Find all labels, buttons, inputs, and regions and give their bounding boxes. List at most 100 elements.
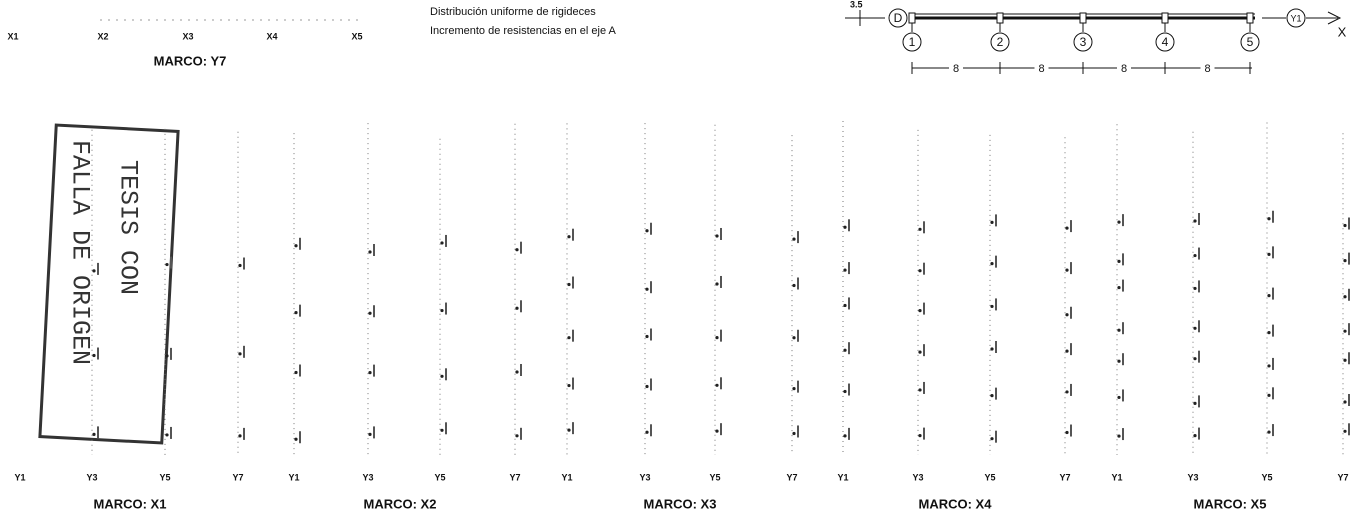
marker-tag	[373, 243, 375, 256]
marker-tag	[1198, 280, 1200, 293]
grid-label: 5	[1247, 35, 1254, 49]
marker	[715, 383, 719, 387]
frame-title: MARCO: X5	[1194, 496, 1267, 511]
marker	[645, 334, 649, 339]
dimension-gap	[1117, 62, 1131, 74]
marker	[440, 428, 444, 432]
axis-label: X3	[182, 31, 193, 41]
marker-tag	[299, 431, 301, 444]
frame-title: MARCO: X1	[94, 496, 167, 511]
marker	[645, 384, 649, 389]
axis-label: Y3	[1187, 472, 1198, 482]
marker	[165, 433, 169, 437]
axis-label: Y1	[288, 472, 299, 482]
dimension-gap	[949, 62, 963, 74]
column	[996, 12, 1004, 24]
marker-tag	[572, 228, 574, 241]
axis-label: Y7	[1337, 472, 1348, 482]
marker	[715, 234, 719, 238]
stamp-border	[38, 123, 180, 445]
marker-tag	[1348, 423, 1350, 436]
marker	[1343, 223, 1347, 228]
marker	[715, 282, 719, 286]
marker	[843, 303, 847, 308]
marker-tag	[995, 214, 997, 227]
marker-tag	[1122, 428, 1124, 441]
axis-label: Y5	[1261, 472, 1272, 482]
marker-tag	[995, 430, 997, 443]
marker	[238, 352, 242, 356]
marker	[918, 227, 922, 231]
marker	[843, 389, 847, 394]
marker	[440, 241, 444, 245]
marker	[990, 347, 994, 351]
marker	[1193, 219, 1197, 223]
marker-tag	[1272, 287, 1274, 300]
marker	[238, 434, 242, 438]
frame-title: MARCO: X2	[364, 496, 437, 511]
marker-tag	[848, 262, 850, 275]
axis-label: Y1	[561, 472, 572, 482]
marker-tag	[923, 381, 925, 394]
marker	[294, 311, 298, 315]
marker-tag	[1348, 288, 1350, 301]
stamp: TESIS CON FALLA DE ORIGEN	[38, 123, 180, 445]
marker	[990, 304, 994, 309]
marker	[440, 308, 444, 313]
marker	[515, 248, 519, 252]
marker	[515, 434, 519, 438]
marker-tag	[923, 262, 925, 275]
axis-label: X	[1338, 24, 1347, 39]
marker-tag	[1122, 214, 1124, 227]
marker-tag	[650, 424, 652, 437]
marker	[1343, 295, 1347, 299]
marker-tag	[1348, 393, 1350, 406]
marker-tag	[1070, 262, 1072, 275]
grid-bubble	[902, 32, 922, 52]
dimension-gap	[1034, 62, 1049, 74]
marker-tag	[995, 255, 997, 268]
marker-tag	[1348, 352, 1350, 365]
marker-tag	[572, 422, 574, 435]
axis-label: Y5	[434, 472, 445, 482]
marker	[165, 354, 169, 358]
marker-tag	[572, 276, 574, 289]
marker	[792, 283, 796, 288]
legend-line: Distribución uniforme de rigideces	[430, 6, 596, 18]
marker	[792, 237, 796, 241]
marker	[1117, 259, 1121, 263]
marker	[645, 229, 649, 233]
plan-diagram	[845, 8, 1342, 69]
marker	[715, 336, 719, 340]
marker-tag	[848, 219, 850, 232]
marker-tag	[797, 231, 799, 244]
marker-tag	[97, 426, 99, 439]
grid-label: 2	[997, 35, 1004, 49]
marker-tag	[1348, 217, 1350, 230]
marker	[92, 269, 96, 273]
marker	[1193, 326, 1197, 330]
marker-tag	[848, 342, 850, 355]
dimension-label: 8	[1038, 63, 1044, 75]
frame-title: MARCO: Y7	[154, 53, 227, 68]
axis-label: Y1	[837, 472, 848, 482]
marker-tag	[720, 423, 722, 436]
marker	[368, 311, 372, 315]
axis-label: Y1	[14, 472, 25, 482]
marker	[918, 309, 922, 313]
marker	[918, 350, 922, 354]
axis-label: Y5	[159, 472, 170, 482]
axis-label: X5	[351, 31, 362, 41]
marker	[1267, 393, 1271, 397]
stamp-text: FALLA DE ORIGEN	[65, 140, 94, 365]
axis-label: Y7	[786, 472, 797, 482]
marker-tag	[923, 344, 925, 357]
marker-tag	[1272, 387, 1274, 400]
dimension-gap	[1200, 62, 1215, 74]
marker-tag	[720, 275, 722, 288]
axis-label: Y3	[362, 472, 373, 482]
marker	[294, 437, 298, 441]
marker	[567, 383, 571, 388]
marker-tag	[1272, 424, 1274, 437]
marker	[1117, 434, 1121, 438]
